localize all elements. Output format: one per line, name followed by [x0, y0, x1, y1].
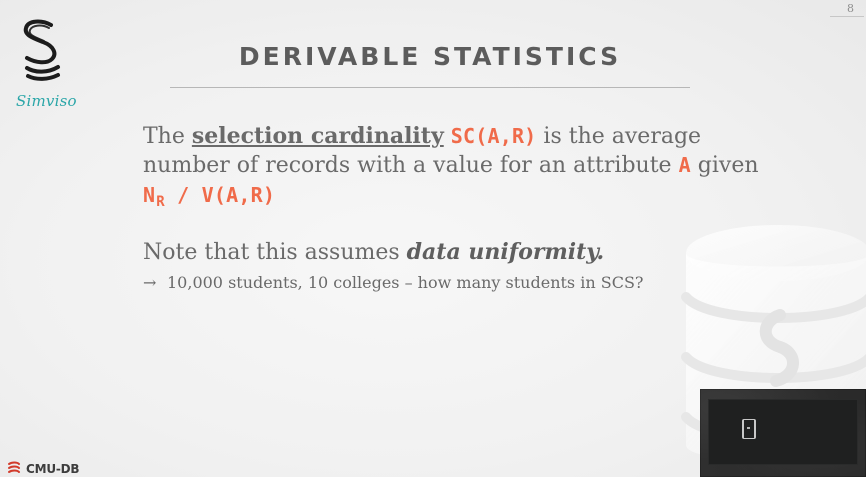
- page-number-rule: [830, 16, 864, 17]
- n-symbol: N: [143, 182, 156, 207]
- cmu-db-footer: CMU-DB: [0, 456, 80, 477]
- cmu-db-icon: [8, 461, 20, 473]
- over-var-text: / V(A,R): [164, 182, 276, 207]
- simviso-logo-icon: [23, 19, 60, 81]
- definition-text-2: [444, 124, 451, 149]
- cmu-db-text: CMU-DB: [26, 462, 80, 476]
- definition-text-3: is the average number of records with a …: [143, 124, 702, 179]
- simviso-wordmark: Simviso: [16, 92, 77, 110]
- nr-over-var-code: NR / V(A,R): [143, 182, 276, 211]
- assumption-text-1: Note that this assumes: [143, 240, 407, 265]
- chalkboard: [708, 399, 858, 465]
- slide-title: DERIVABLE STATISTICS: [238, 42, 622, 71]
- slide-content: The selection cardinality SC(A,R) is the…: [143, 122, 763, 293]
- attribute-a-code: A: [678, 153, 691, 178]
- data-uniformity-term: data uniformity.: [406, 239, 605, 265]
- example-note: → 10,000 students, 10 colleges – how many…: [143, 273, 763, 293]
- arrow-right-icon: →: [143, 273, 157, 293]
- definition-text-1: The: [143, 124, 192, 149]
- page-number: 8: [847, 2, 854, 15]
- sc-ar-code: SC(A,R): [450, 124, 537, 148]
- simviso-logo: Simviso: [14, 14, 94, 112]
- definition-paragraph: The selection cardinality SC(A,R) is the…: [143, 122, 763, 212]
- selection-cardinality-term: selection cardinality: [191, 123, 444, 149]
- title-underline: [170, 87, 690, 88]
- assumption-paragraph: Note that this assumes data uniformity.: [143, 238, 763, 267]
- webcam-overlay: [700, 389, 866, 477]
- r-subscript: R: [156, 194, 165, 211]
- chalk-mark: [742, 419, 756, 439]
- definition-text-4: given: [690, 153, 759, 179]
- example-text: 10,000 students, 10 colleges – how many …: [167, 273, 644, 293]
